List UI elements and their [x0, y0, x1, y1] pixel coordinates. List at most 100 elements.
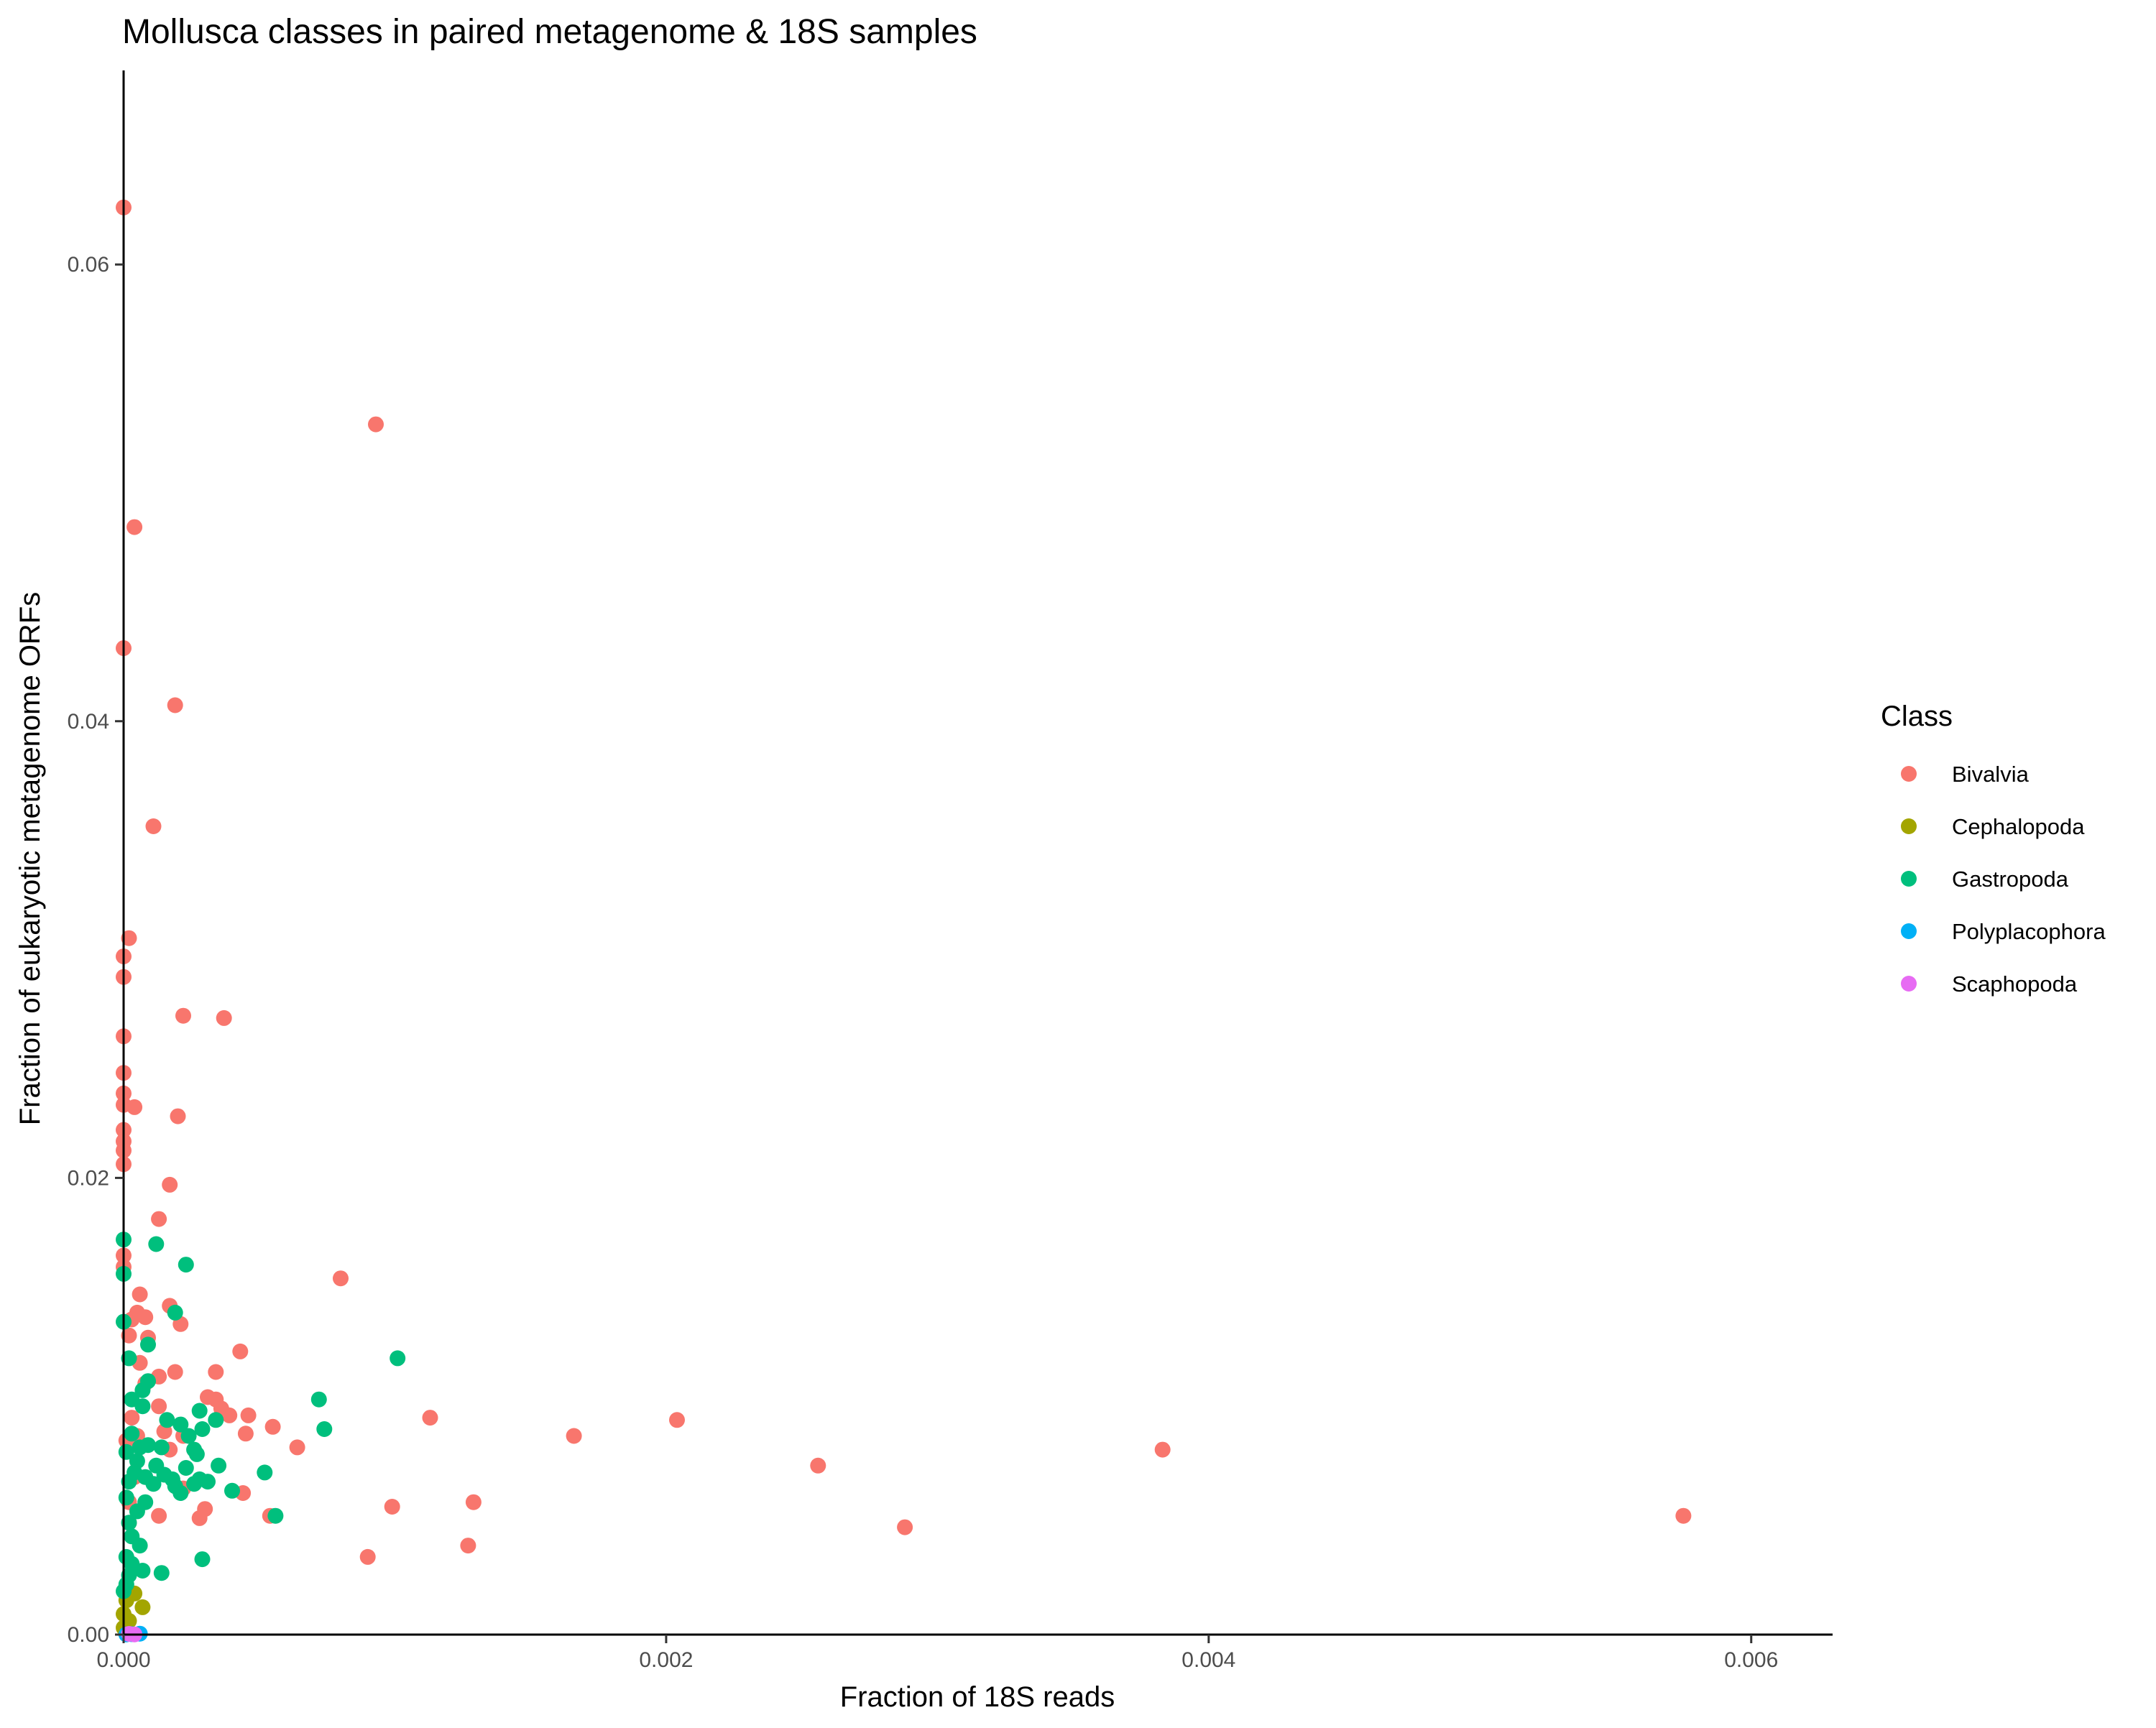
- y-tick-label: 0.04: [68, 710, 109, 734]
- point-gastropoda-20: [124, 1426, 140, 1442]
- point-gastropoda-32: [257, 1464, 273, 1481]
- point-gastropoda-44: [172, 1485, 189, 1501]
- legend-label-polyplacophora: Polyplacophora: [1952, 919, 2106, 944]
- point-gastropoda-42: [186, 1476, 203, 1492]
- point-gastropoda-18: [316, 1421, 333, 1437]
- y-tick-label: 0.06: [68, 253, 109, 277]
- legend-label-scaphopoda: Scaphopoda: [1952, 971, 2078, 997]
- x-tick-label: 0.002: [639, 1648, 693, 1672]
- point-bivalvia-36: [167, 1364, 183, 1380]
- point-bivalvia-49: [264, 1418, 281, 1435]
- point-bivalvia-9: [175, 1007, 191, 1024]
- point-bivalvia-2: [126, 519, 143, 535]
- point-bivalvia-48: [124, 1410, 140, 1426]
- point-bivalvia-52: [566, 1428, 582, 1444]
- point-gastropoda-39: [121, 1474, 137, 1490]
- legend-key-cephalopoda: [1901, 818, 1917, 834]
- point-gastropoda-38: [200, 1474, 216, 1490]
- x-tick-label: 0.006: [1724, 1648, 1778, 1672]
- point-gastropoda-15: [159, 1412, 175, 1428]
- point-gastropoda-8: [121, 1350, 137, 1367]
- point-gastropoda-14: [191, 1403, 208, 1419]
- point-bivalvia-10: [216, 1009, 232, 1026]
- point-gastropoda-31: [178, 1460, 194, 1476]
- point-bivalvia-51: [237, 1426, 254, 1442]
- point-bivalvia-37: [208, 1364, 224, 1380]
- point-gastropoda-7: [390, 1350, 406, 1367]
- chart-title: Mollusca classes in paired metagenome & …: [122, 13, 977, 51]
- point-gastropoda-4: [167, 1304, 183, 1321]
- x-tick-label: 0.004: [1181, 1648, 1235, 1672]
- legend-items: Bivalvia Cephalopoda Gastropoda Polyplacoph…: [1901, 762, 2106, 997]
- point-gastropoda-56: [153, 1565, 170, 1581]
- point-bivalvia-6: [121, 930, 137, 946]
- legend-key-gastropoda: [1901, 871, 1917, 887]
- point-bivalvia-44: [221, 1407, 238, 1423]
- point-gastropoda-51: [132, 1538, 148, 1554]
- point-gastropoda-47: [129, 1503, 145, 1520]
- point-gastropoda-24: [153, 1439, 170, 1456]
- point-bivalvia-47: [669, 1412, 685, 1428]
- point-gastropoda-23: [132, 1439, 148, 1456]
- legend-label-bivalvia: Bivalvia: [1952, 762, 2030, 787]
- point-bivalvia-69: [191, 1510, 208, 1526]
- legend-title: Class: [1881, 701, 1953, 732]
- point-gastropoda-16: [208, 1412, 224, 1428]
- point-bivalvia-63: [465, 1494, 482, 1510]
- point-bivalvia-70: [151, 1507, 167, 1524]
- point-gastropoda-21: [180, 1428, 197, 1444]
- point-bivalvia-29: [137, 1309, 154, 1326]
- y-tick-label: 0.00: [68, 1623, 109, 1647]
- point-gastropoda-30: [211, 1457, 227, 1474]
- point-gastropoda-45: [118, 1489, 134, 1506]
- legend-label-cephalopoda: Cephalopoda: [1952, 814, 2085, 839]
- point-gastropoda-49: [121, 1515, 137, 1531]
- y-axis-label: Fraction of eukaryotic metagenome ORFs: [14, 592, 46, 1126]
- point-gastropoda-48: [267, 1507, 284, 1524]
- point-gastropoda-10: [134, 1382, 151, 1398]
- point-bivalvia-32: [121, 1327, 137, 1344]
- legend-key-scaphopoda: [1901, 976, 1917, 992]
- y-axis-ticks: 0.00 0.02 0.04 0.06: [68, 253, 124, 1647]
- point-bivalvia-21: [162, 1176, 178, 1193]
- point-gastropoda-55: [134, 1563, 151, 1579]
- point-gastropoda-17: [172, 1416, 189, 1433]
- data-points-layer: [116, 199, 1692, 1642]
- point-bivalvia-42: [151, 1398, 167, 1415]
- point-bivalvia-45: [240, 1407, 257, 1423]
- point-bivalvia-1: [368, 416, 384, 433]
- point-gastropoda-2: [178, 1257, 194, 1273]
- point-cephalopoda-0: [134, 1599, 151, 1615]
- legend: Class Bivalvia Cephalopoda Gastropoda Polyp…: [1881, 701, 2106, 997]
- point-bivalvia-59: [810, 1457, 826, 1474]
- point-bivalvia-22: [151, 1211, 167, 1227]
- point-gastropoda-27: [118, 1443, 134, 1460]
- point-gastropoda-43: [224, 1482, 240, 1499]
- point-gastropoda-53: [194, 1551, 211, 1568]
- legend-label-gastropoda: Gastropoda: [1952, 867, 2069, 892]
- point-bivalvia-46: [422, 1410, 438, 1426]
- point-bivalvia-67: [1675, 1507, 1692, 1524]
- point-bivalvia-57: [1154, 1441, 1171, 1458]
- point-bivalvia-5: [145, 818, 162, 834]
- y-tick-label: 0.02: [68, 1166, 109, 1190]
- point-bivalvia-65: [384, 1499, 400, 1515]
- point-bivalvia-73: [359, 1548, 376, 1565]
- point-gastropoda-6: [140, 1336, 156, 1353]
- point-bivalvia-4: [167, 697, 183, 713]
- point-bivalvia-56: [289, 1439, 305, 1456]
- point-gastropoda-40: [145, 1476, 162, 1492]
- point-gastropoda-19: [194, 1421, 211, 1437]
- point-gastropoda-11: [310, 1391, 327, 1408]
- point-gastropoda-26: [188, 1446, 205, 1462]
- x-axis-label: Fraction of 18S reads: [840, 1681, 1115, 1713]
- point-bivalvia-72: [460, 1538, 476, 1554]
- legend-key-bivalvia: [1901, 766, 1917, 782]
- point-gastropoda-13: [134, 1398, 151, 1415]
- point-gastropoda-1: [148, 1236, 165, 1252]
- x-tick-label: 0.000: [96, 1648, 150, 1672]
- point-bivalvia-26: [132, 1286, 148, 1303]
